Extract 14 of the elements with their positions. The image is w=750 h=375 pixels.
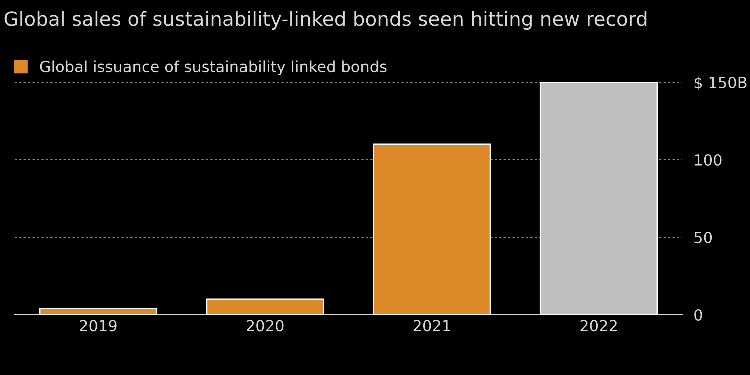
bar <box>206 298 324 315</box>
bar <box>540 82 658 315</box>
x-tick-label: 2022 <box>580 320 617 332</box>
y-tick-label: $ 150B <box>694 76 747 91</box>
legend-label: Global issuance of sustainability linked bonds <box>40 60 387 76</box>
y-tick-label: 0 <box>694 309 702 322</box>
chart-title: Global sales of sustainability-linked bonds seen hitting new record <box>4 11 647 30</box>
bar <box>373 144 492 315</box>
y-tick-label: 100 <box>695 154 722 166</box>
x-tick-label: 2021 <box>414 320 450 332</box>
x-tick-label: 2020 <box>246 320 284 332</box>
bar <box>39 308 158 315</box>
x-tick-label: 2019 <box>80 320 117 332</box>
y-tick-label: 50 <box>694 232 712 244</box>
